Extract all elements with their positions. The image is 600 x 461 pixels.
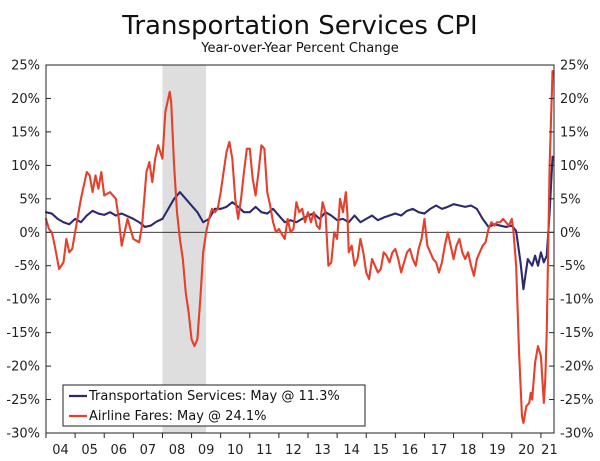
- y-tick-label-right: 25%: [560, 59, 589, 74]
- legend: Transportation Services: May @ 11.3% Air…: [62, 384, 366, 427]
- y-tick-label-left: -10%: [6, 293, 40, 308]
- x-tick-label: 10: [227, 443, 244, 458]
- y-tick-label-left: -15%: [6, 326, 40, 341]
- y-tick-label-left: 20%: [11, 92, 40, 107]
- y-tick-label-left: -30%: [6, 427, 40, 442]
- series-line-airline-fares: [44, 69, 554, 425]
- y-tick-label-left: 0%: [19, 226, 40, 241]
- y-tick-label-right: -30%: [560, 427, 594, 442]
- y-tick-label-left: -5%: [15, 259, 40, 274]
- y-tick-label-left: 25%: [11, 59, 40, 74]
- y-tick-label-right: -10%: [560, 293, 594, 308]
- x-tick-label: 06: [111, 443, 128, 458]
- series-line-transportation-services: [44, 155, 554, 291]
- x-axis: 04 05 06 07 08 09 10 11 12 13 14 15 16 17 18 19 20 21: [45, 433, 558, 458]
- y-tick-label-left: -25%: [6, 393, 40, 408]
- y-tick-label-right: 5%: [560, 192, 581, 207]
- recession-band: [162, 65, 207, 433]
- y-tick-label-left: -20%: [6, 360, 40, 375]
- plot-area: [44, 64, 555, 434]
- y-axis-right: 25% 20% 15% 10% 5% 0% -5% -10% -15% -20% -25% -30%: [549, 59, 594, 442]
- y-tick-label-right: -20%: [560, 360, 594, 375]
- x-tick-label: 05: [81, 443, 98, 458]
- y-tick-label-right: 0%: [560, 226, 581, 241]
- y-tick-label-left: 5%: [19, 192, 40, 207]
- y-axis-left: 25% 20% 15% 10% 5% 0% -5% -10% -15% -20% -25% -30%: [6, 59, 51, 442]
- legend-box: [62, 384, 366, 427]
- x-tick-label: 17: [431, 443, 448, 458]
- x-tick-label: 18: [460, 443, 477, 458]
- chart-title: Transportation Services CPI: [121, 11, 477, 41]
- x-tick-label: 13: [314, 443, 331, 458]
- y-tick-label-right: 20%: [560, 92, 589, 107]
- x-tick-label: 09: [198, 443, 215, 458]
- y-tick-label-right: -25%: [560, 393, 594, 408]
- y-tick-label-right: -5%: [560, 259, 585, 274]
- x-tick-label: 08: [169, 443, 186, 458]
- x-tick-label: 15: [373, 443, 390, 458]
- x-tick-label: 19: [489, 443, 506, 458]
- y-tick-label-left: 10%: [11, 159, 40, 174]
- x-tick-label: 04: [52, 443, 69, 458]
- x-tick-label: 21: [541, 443, 558, 458]
- x-tick-label: 20: [518, 443, 535, 458]
- y-tick-label-right: 15%: [560, 125, 589, 140]
- y-tick-label-right: 10%: [560, 159, 589, 174]
- series-layer: [44, 69, 554, 425]
- y-tick-label-right: -15%: [560, 326, 594, 341]
- chart-subtitle: Year-over-Year Percent Change: [200, 41, 398, 56]
- x-tick-label: 14: [343, 443, 360, 458]
- legend-label-transportation: Transportation Services: May @ 11.3%: [88, 389, 340, 404]
- x-tick-label: 07: [140, 443, 157, 458]
- legend-label-airline: Airline Fares: May @ 24.1%: [89, 409, 266, 424]
- x-tick-label: 12: [285, 443, 302, 458]
- x-tick-label: 11: [256, 443, 273, 458]
- x-tick-label: 16: [402, 443, 419, 458]
- plot-frame: [45, 64, 555, 434]
- y-tick-label-left: 15%: [11, 125, 40, 140]
